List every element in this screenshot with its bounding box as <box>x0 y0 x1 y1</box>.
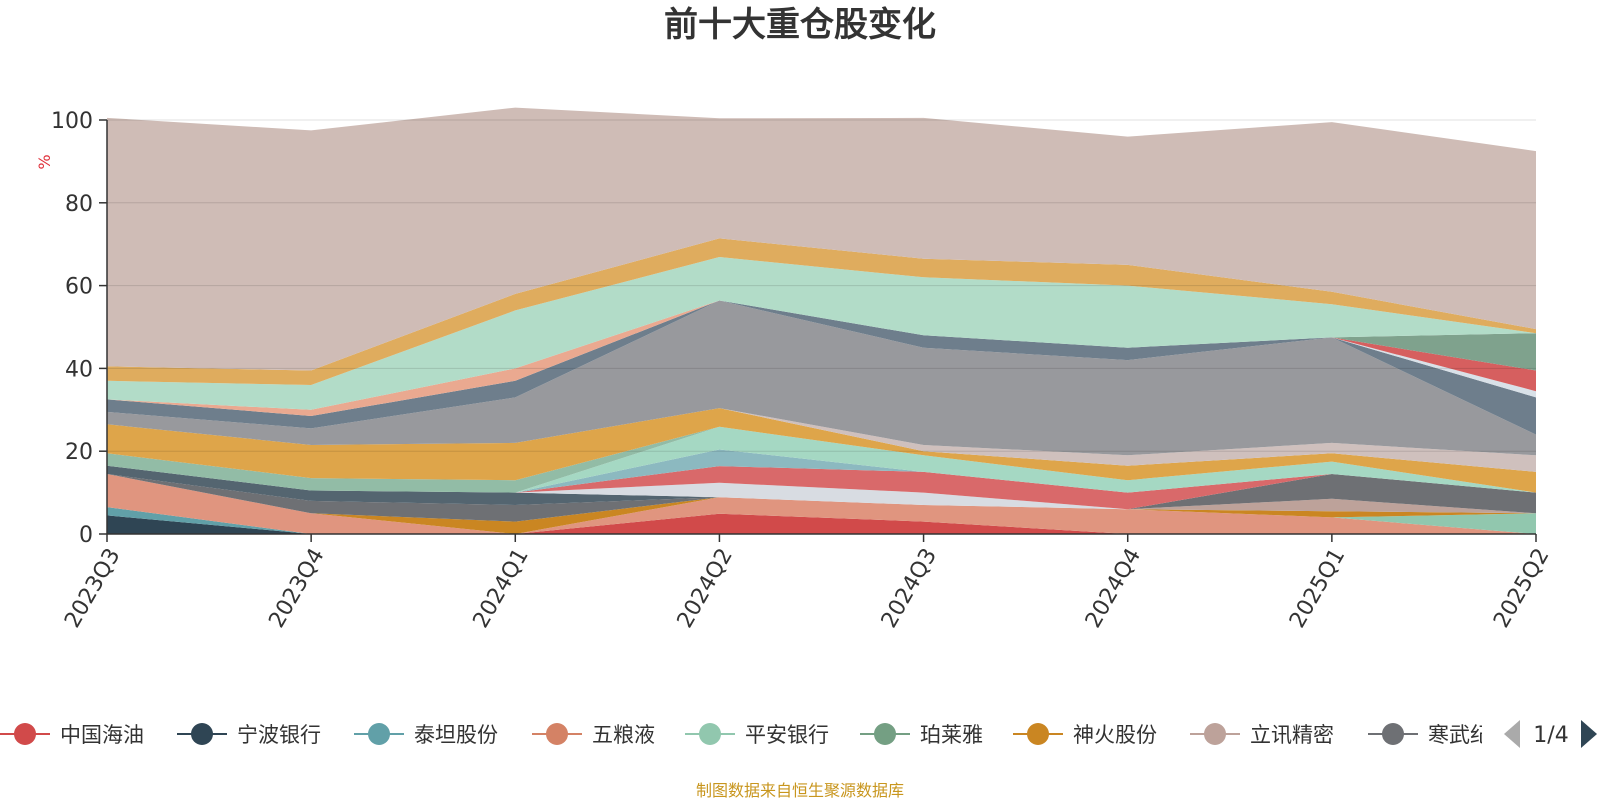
legend-marker-icon <box>874 723 896 745</box>
x-tick-label: 2025Q2 <box>1489 544 1554 632</box>
x-tick-label: 2024Q2 <box>673 544 738 632</box>
legend-marker-icon <box>699 723 721 745</box>
x-tick-label: 2024Q3 <box>877 544 942 632</box>
x-tick-label: 2023Q3 <box>60 544 125 632</box>
legend-item[interactable]: 中国海油 <box>0 723 144 747</box>
area-series-16 <box>107 408 1536 472</box>
legend-prev-icon[interactable] <box>1504 720 1520 748</box>
area-series-13 <box>107 426 1536 493</box>
area-series-3 <box>107 474 1536 534</box>
legend-item[interactable]: 寒武纪 <box>1368 723 1491 747</box>
legend-label: 五粮液 <box>592 723 655 747</box>
legend-label: 寒武纪 <box>1428 723 1491 747</box>
legend-label: 泰坦股份 <box>414 723 498 747</box>
legend-label: 立讯精密 <box>1250 723 1334 747</box>
y-tick-label: 80 <box>65 192 93 217</box>
y-tick-label: 100 <box>51 109 93 134</box>
legend-pager: 1/4 <box>1504 720 1597 748</box>
legend-label: 平安银行 <box>745 723 829 747</box>
area-series-11 <box>107 465 1536 510</box>
y-tick-label: 60 <box>65 275 93 300</box>
area-series-1 <box>107 513 1536 534</box>
area-series-group <box>107 107 1536 534</box>
area-series-15 <box>107 408 1536 493</box>
source-note: 制图数据来自恒生聚源数据库 <box>696 781 904 800</box>
area-series-23 <box>107 257 1536 410</box>
area-series-7 <box>107 474 1536 522</box>
area-series-21 <box>107 300 1536 416</box>
area-series-17 <box>107 300 1536 456</box>
legend-item[interactable]: 宁波银行 <box>177 723 321 747</box>
legend-marker-icon <box>546 723 568 745</box>
legend-marker-icon <box>368 723 390 745</box>
area-series-9 <box>107 465 1536 510</box>
legend-item[interactable]: 泰坦股份 <box>354 723 498 747</box>
area-series-25 <box>107 107 1536 371</box>
area-series-18 <box>107 300 1536 435</box>
area-series-10 <box>107 465 1536 510</box>
legend-item[interactable]: 五粮液 <box>532 723 655 747</box>
legend: 中国海油 宁波银行 泰坦股份 五粮液 平安银行 珀莱雅 神火股份 立讯精密 寒武纪 <box>0 723 1491 747</box>
chart-title: 前十大重仓股变化 <box>664 5 936 45</box>
area-series-24 <box>107 238 1536 385</box>
y-tick-label: 0 <box>79 523 93 548</box>
y-tick-label: 40 <box>65 357 93 382</box>
legend-label: 中国海油 <box>60 723 144 747</box>
legend-item[interactable]: 珀莱雅 <box>860 723 983 747</box>
legend-item[interactable]: 神火股份 <box>1013 723 1157 747</box>
area-series-0 <box>107 513 1536 534</box>
legend-marker-icon <box>14 723 36 745</box>
y-axis-unit: % <box>35 154 54 169</box>
x-tick-label: 2025Q1 <box>1285 544 1350 632</box>
legend-page-indicator: 1/4 <box>1533 723 1568 748</box>
y-tick-label: 20 <box>65 440 93 465</box>
legend-label: 宁波银行 <box>237 723 321 747</box>
legend-marker-icon <box>1027 723 1049 745</box>
legend-item[interactable]: 平安银行 <box>685 723 829 747</box>
legend-marker-icon <box>1382 723 1404 745</box>
legend-label: 神火股份 <box>1073 723 1157 747</box>
legend-next-icon[interactable] <box>1581 720 1597 748</box>
gridlines <box>107 119 1536 452</box>
legend-marker-icon <box>191 723 213 745</box>
area-series-8 <box>107 474 1536 522</box>
x-tick-label: 2023Q4 <box>264 544 329 632</box>
x-tick-label: 2024Q1 <box>469 544 534 632</box>
x-tick-label: 2024Q4 <box>1081 544 1146 632</box>
legend-item[interactable]: 立讯精密 <box>1190 723 1334 747</box>
legend-label: 珀莱雅 <box>920 723 983 747</box>
legend-marker-icon <box>1204 723 1226 745</box>
